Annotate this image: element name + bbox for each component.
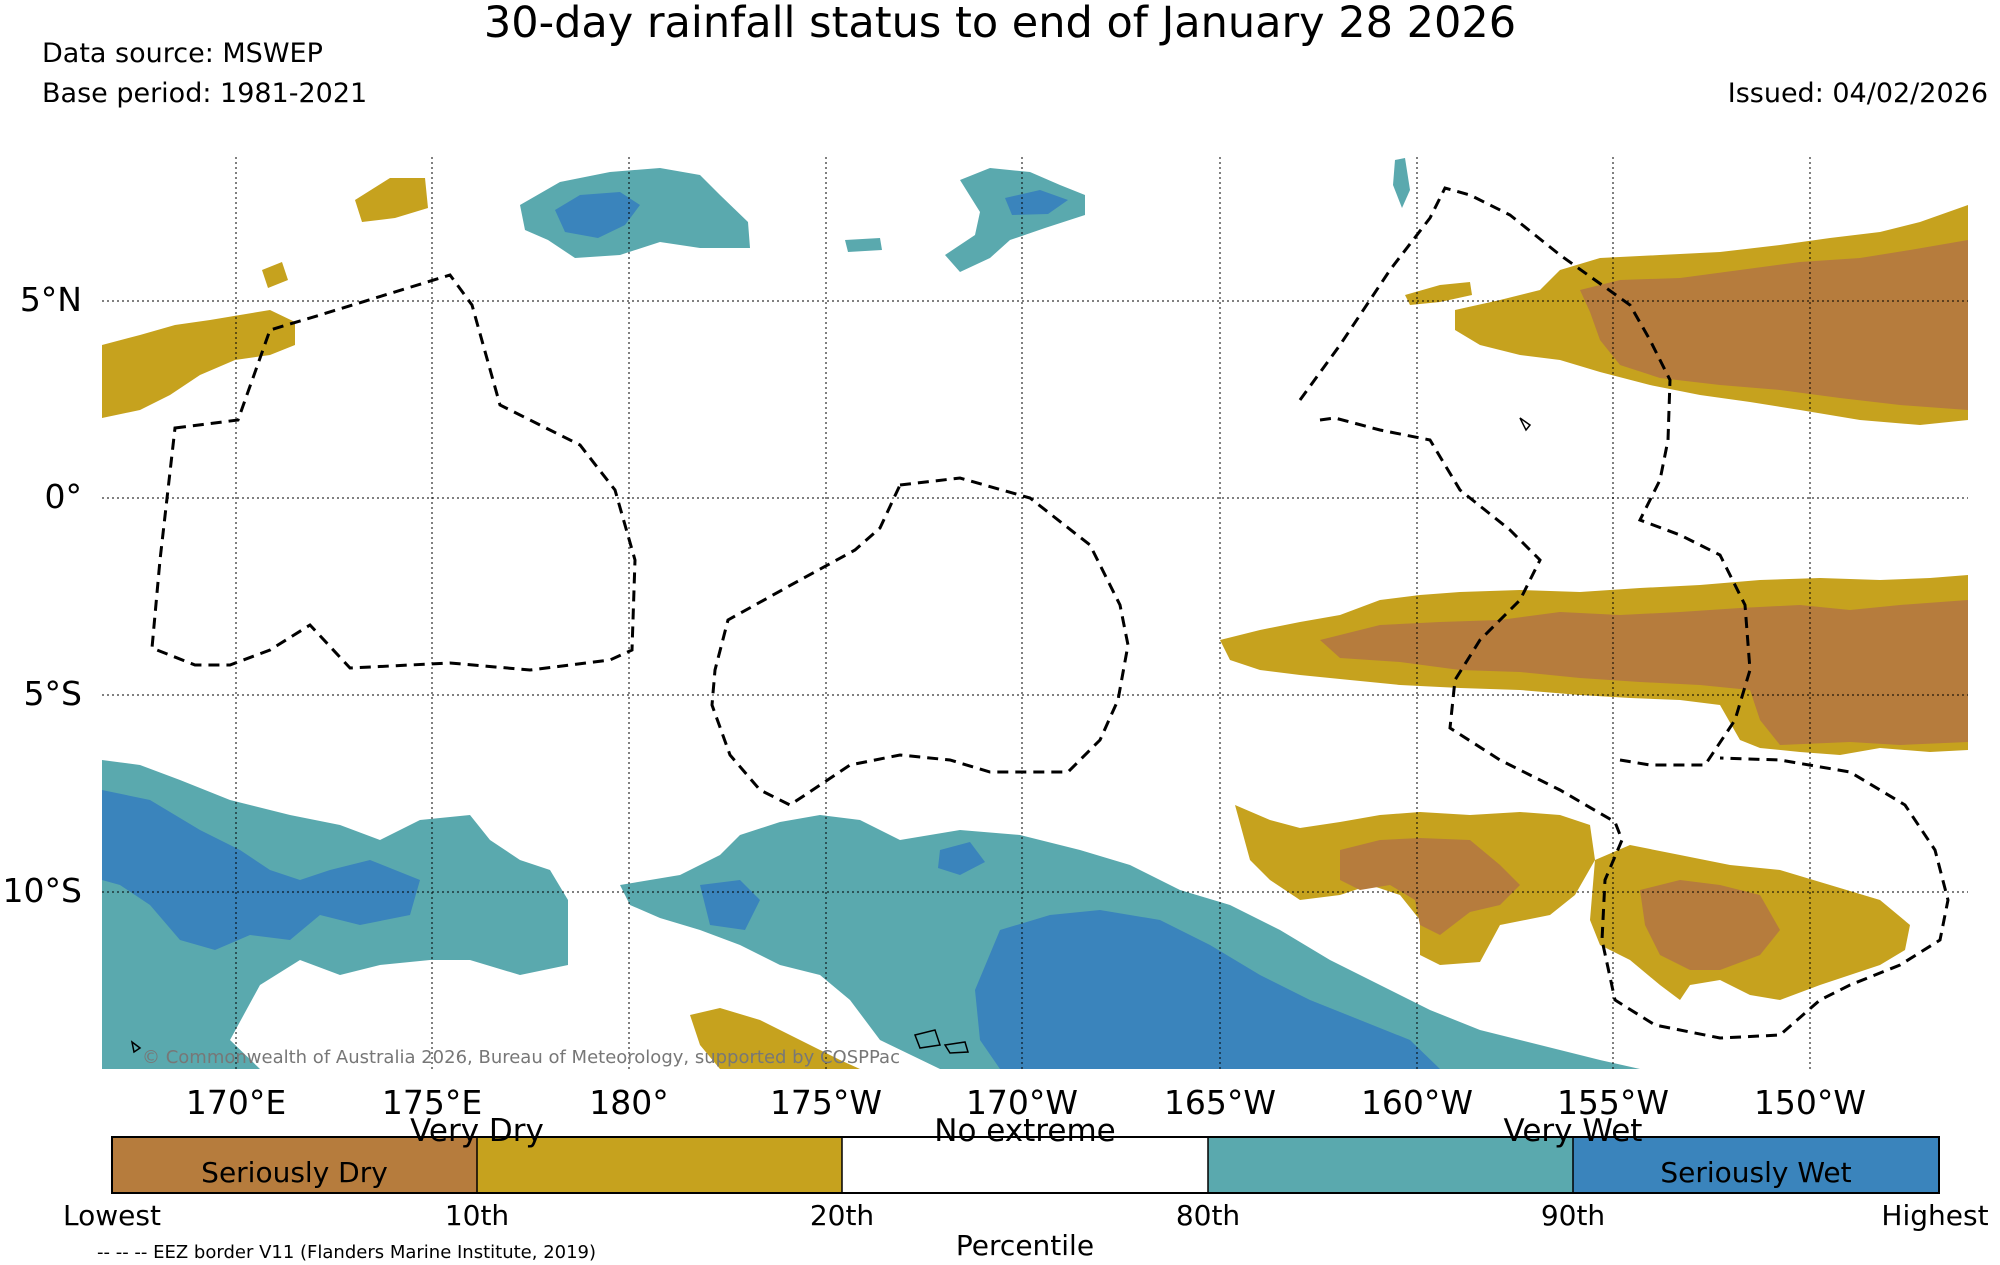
wet-region-north-170w (945, 168, 1085, 272)
legend-tick-80th: 80th (1175, 1199, 1241, 1232)
legend-swatch-no-extreme (842, 1137, 1208, 1193)
dry-patch-south-small (690, 1008, 860, 1069)
legend-tick-10th: 10th (444, 1199, 510, 1232)
lat-label-5n: 5°N (19, 280, 82, 319)
seriously-wet-north-170w (1005, 190, 1068, 215)
wet-region-north-dateline (520, 168, 750, 258)
seriously-wet-south-main (975, 910, 1440, 1069)
legend-swatch-very-wet (1208, 1137, 1573, 1193)
lon-label-150w: 150°W (1753, 1083, 1867, 1122)
rainfall-anomaly-shading (102, 157, 1968, 1069)
lon-label-165w: 165°W (1163, 1083, 1277, 1122)
legend-label-very-wet: Very Wet (1503, 1113, 1643, 1149)
lat-label-10s: 10°S (2, 871, 82, 910)
seriously-dry-south-east-west (1340, 838, 1520, 935)
eez-border-line-islands-south (1319, 416, 1950, 1040)
legend-tick-highest: Highest (1881, 1199, 1989, 1232)
legend-label-no-extreme: No extreme (934, 1113, 1116, 1149)
legend-swatch-seriously-wet (1573, 1137, 1939, 1193)
lon-label-175w: 175°W (769, 1083, 883, 1122)
legend-label-seriously-wet: Seriously Wet (1660, 1156, 1852, 1189)
eez-border-tokelau (710, 476, 1130, 807)
legend-tick-lowest: Lowest (63, 1199, 161, 1232)
eez-border-tuvalu-kiribati-west (150, 273, 637, 672)
issued-date: Issued: 04/02/2026 (1727, 78, 1988, 109)
legend-tick-90th: 90th (1540, 1199, 1606, 1232)
lon-label-180: 180° (589, 1083, 669, 1122)
seriously-wet-south-west (102, 790, 420, 950)
lon-label-170e: 170°E (185, 1083, 287, 1122)
legend-label-seriously-dry: Seriously Dry (201, 1156, 388, 1189)
wet-patch-north-small (845, 238, 882, 252)
seriously-wet-south-patch1 (700, 880, 760, 930)
legend-tick-20th: 20th (809, 1199, 875, 1232)
graticule (102, 157, 1968, 1069)
dry-patch-north-west-small (355, 178, 428, 222)
lat-label-0: 0° (44, 477, 83, 516)
seriously-dry-equator-east (1320, 600, 1968, 745)
lon-label-155w: 155°W (1556, 1083, 1670, 1122)
legend-colorbar (111, 1136, 1940, 1194)
legend-label-very-dry: Very Dry (410, 1113, 544, 1149)
eez-footnote: -- -- -- EEZ border V11 (Flanders Marine… (97, 1242, 597, 1263)
seriously-wet-south-patch2 (938, 842, 985, 875)
dry-region-north-west (102, 310, 295, 418)
seriously-wet-north-dateline (555, 192, 640, 238)
dry-patch-north-west-tiny (262, 262, 288, 288)
wet-patch-east-north (1393, 158, 1410, 208)
data-source: Data source: MSWEP (42, 38, 323, 69)
copyright-notice: © Commonwealth of Australia 2026, Bureau… (142, 1047, 900, 1068)
lon-label-175e: 175°E (381, 1083, 483, 1122)
base-period: Base period: 1981-2021 (42, 78, 368, 109)
lon-label-160w: 160°W (1360, 1083, 1474, 1122)
seriously-dry-north-east (1580, 240, 1968, 410)
legend-axis-label: Percentile (955, 1229, 1095, 1262)
seriously-dry-south-east-east (1640, 880, 1780, 970)
legend-swatch-seriously-dry (112, 1137, 477, 1193)
legend-swatch-very-dry (477, 1137, 842, 1193)
lat-label-5s: 5°S (23, 674, 82, 713)
page-title: 30-day rainfall status to end of January… (483, 0, 1517, 48)
lon-label-170w: 170°W (965, 1083, 1079, 1122)
dry-patch-north-east-small (1405, 282, 1472, 305)
